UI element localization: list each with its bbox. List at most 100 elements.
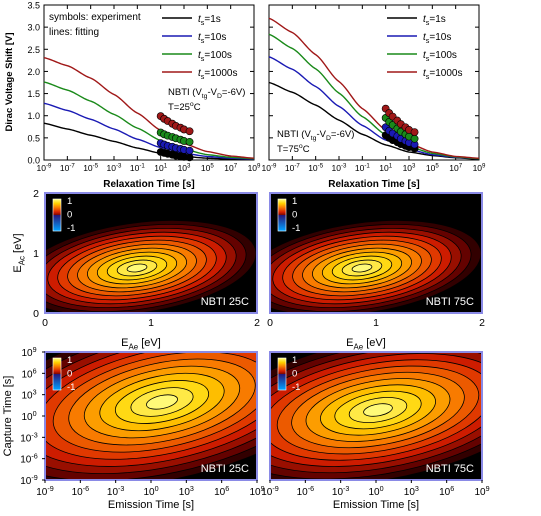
text-part: t	[423, 32, 427, 43]
colorbar-cell	[53, 376, 61, 378]
colorbar-cell	[53, 379, 61, 381]
colorbar-frame	[52, 198, 62, 232]
x-tick-label: 103	[179, 484, 194, 498]
condition-bias: NBTI (Vtg-VD=-6V)	[277, 129, 354, 142]
text-part: NBTI (V	[277, 129, 311, 140]
tick-exponent: 3	[187, 163, 191, 170]
condition-bias: NBTI (Vtg-VD=-6V)	[168, 87, 245, 100]
colorbar-cell	[278, 368, 286, 370]
text-part: =10s	[429, 32, 451, 43]
colorbar-cell	[53, 372, 61, 374]
tick-base: 10	[262, 163, 272, 173]
x-tick-label: 105	[426, 163, 439, 173]
tick-base: 10	[379, 163, 389, 173]
tick-base: 10	[21, 369, 33, 380]
note-symbols: symbols: experiment	[49, 12, 141, 23]
text-part: -V	[207, 87, 217, 98]
text-part: s	[201, 36, 205, 45]
colorbar-cell	[53, 206, 61, 208]
colorbar-cell	[53, 218, 61, 220]
x-tick-label: 10-1	[130, 163, 146, 173]
colorbar-cell	[53, 368, 61, 370]
tick-exponent: -1	[139, 163, 145, 170]
x-tick-label: 103	[403, 163, 416, 173]
text-part: tg	[202, 93, 208, 100]
text-part: =100s	[429, 50, 457, 61]
x-tick-label: 109	[474, 484, 489, 498]
x-tick-label: 10-9	[36, 484, 54, 498]
x-tick-label: 101	[154, 163, 167, 173]
y-tick-label: 3.5	[27, 1, 40, 11]
tick-base: 10	[355, 163, 365, 173]
colorbar-cell	[53, 222, 61, 224]
legend-label: ts=100s	[423, 50, 457, 63]
x-axis-label: Relaxation Time [s]	[328, 179, 420, 190]
x-tick-label: 106	[214, 484, 229, 498]
line-chart-dirac-25C: 10-9 10-7 10-5 10-3 10-1 101 103 105 107 1090.00.…	[4, 1, 261, 191]
text-part: C	[303, 144, 310, 155]
text-part: t	[198, 50, 202, 61]
tick-base: 10	[439, 487, 451, 498]
text-part: =1s	[204, 14, 220, 25]
colorbar-cell	[278, 211, 286, 213]
tick-base: 10	[179, 487, 191, 498]
x-tick-label: 10-7	[285, 163, 301, 173]
tick-exponent: 6	[33, 366, 37, 375]
data-point	[410, 128, 419, 136]
text-part: [eV]	[138, 337, 161, 349]
plot-frame	[44, 192, 258, 314]
colorbar-cell	[53, 210, 61, 212]
tick-base: 10	[249, 487, 261, 498]
y-tick-label: 2.5	[27, 45, 40, 55]
x-axis-label: Emission Time [s]	[333, 499, 419, 511]
colorbar-cell	[278, 223, 286, 225]
text-part: C	[194, 102, 201, 113]
colorbar-cell	[53, 201, 61, 203]
tick-base: 10	[20, 476, 32, 487]
tick-exponent: -3	[31, 430, 37, 439]
colorbar-cell	[278, 218, 286, 220]
y-tick-label: 1.0	[27, 111, 40, 121]
colorbar-cell	[278, 371, 286, 373]
colorbar-cell	[278, 375, 286, 377]
x-tick-label: 1	[148, 317, 154, 329]
tick-exponent: -1	[364, 163, 370, 170]
colorbar-cell	[278, 225, 286, 227]
x-tick-label: 103	[178, 163, 191, 173]
x-tick-label: 109	[248, 163, 261, 173]
colorbar-cell	[53, 358, 61, 360]
contour-level	[126, 263, 148, 273]
tick-base: 10	[332, 487, 344, 498]
text-part: D	[326, 135, 331, 142]
tick-exponent: -3	[341, 163, 347, 170]
text-part: [eV]	[363, 337, 386, 349]
panel-label: NBTI 75C	[426, 463, 474, 475]
text-part: s	[426, 36, 430, 45]
panel-label: NBTI 25C	[201, 296, 249, 308]
colorbar-cell	[278, 363, 286, 365]
legend-label: ts=1000s	[423, 68, 462, 81]
y-tick-label: 1	[33, 248, 39, 260]
text-part: [eV]	[12, 233, 24, 256]
x-tick-label: 10-3	[107, 163, 123, 173]
contour-level	[363, 403, 393, 417]
tick-base: 10	[21, 391, 33, 402]
colorbar-cell	[53, 382, 61, 384]
colorbar-cell	[278, 208, 286, 210]
colorbar-cell	[53, 227, 61, 229]
tick-base: 10	[474, 487, 486, 498]
colorbar-frame	[277, 198, 287, 232]
colorbar-cell	[53, 359, 61, 361]
colorbar-cell	[278, 199, 286, 201]
tick-exponent: 9	[33, 345, 37, 354]
colorbar-cell	[278, 217, 286, 219]
tick-base: 10	[261, 487, 273, 498]
x-tick-label: 10-6	[297, 484, 315, 498]
tick-exponent: -3	[343, 484, 349, 493]
colorbar-cell	[53, 388, 61, 390]
colorbar-cell	[278, 373, 286, 375]
colorbar-cell	[53, 370, 61, 372]
x-tick-label: 10-1	[355, 163, 371, 173]
